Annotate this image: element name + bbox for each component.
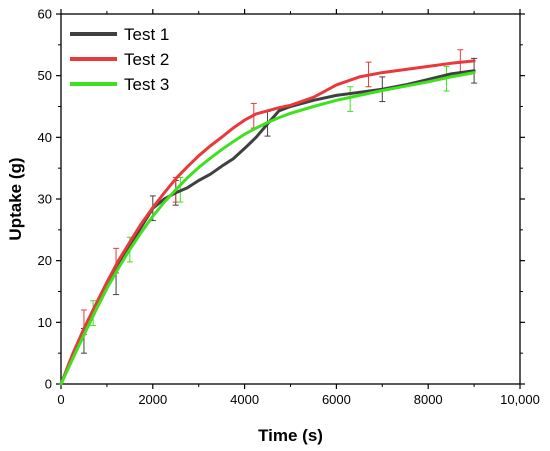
x-tick-label: 0	[57, 392, 64, 407]
y-tick-label: 0	[45, 377, 52, 392]
x-tick-label: 6000	[322, 392, 351, 407]
ticks: 0 2000 4000 6000 8000 10,000 0 10 20 30 40 50 60	[38, 7, 540, 408]
series-line-test-2	[59, 59, 476, 386]
legend: Test 1 Test 2 Test 3	[70, 25, 169, 94]
y-tick-label: 10	[38, 315, 52, 330]
x-tick-label: 4000	[230, 392, 259, 407]
x-tick-label: 2000	[138, 392, 167, 407]
x-tick-label: 10,000	[500, 392, 540, 407]
y-tick-label: 30	[38, 192, 52, 207]
y-tick-label: 60	[38, 7, 52, 22]
plot-frame	[60, 13, 521, 385]
error-bars	[80, 49, 478, 354]
x-axis-label: Time (s)	[258, 426, 323, 445]
axes	[60, 13, 521, 385]
series-lines	[59, 59, 476, 386]
y-axis-label: Uptake (g)	[6, 157, 25, 240]
y-tick-label: 50	[38, 68, 52, 83]
legend-label: Test 3	[124, 75, 169, 94]
legend-label: Test 1	[124, 25, 169, 44]
legend-label: Test 2	[124, 50, 169, 69]
y-tick-label: 40	[38, 130, 52, 145]
x-tick-label: 8000	[414, 392, 443, 407]
series-line-test-3	[59, 71, 476, 386]
y-tick-label: 20	[38, 253, 52, 268]
